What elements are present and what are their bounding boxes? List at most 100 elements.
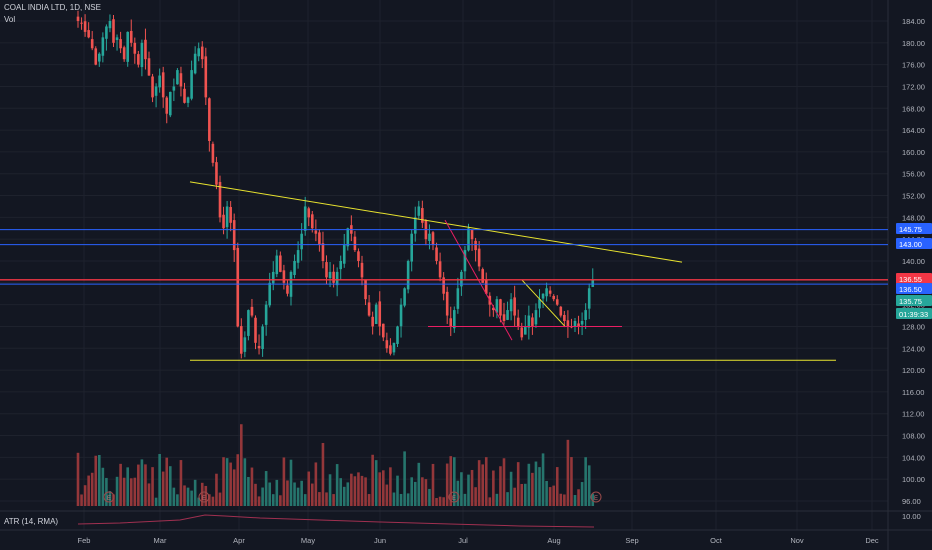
volume-bar bbox=[108, 491, 112, 506]
volume-bar bbox=[190, 490, 193, 506]
price-label: 143.00 bbox=[899, 240, 922, 249]
candle-body bbox=[385, 340, 389, 349]
volume-bar bbox=[222, 457, 225, 506]
candle-body bbox=[101, 37, 105, 56]
candle-body bbox=[200, 46, 204, 60]
volume-bar bbox=[392, 492, 396, 506]
candle-body bbox=[286, 285, 289, 294]
candle-body bbox=[445, 291, 449, 316]
candle-body bbox=[247, 310, 250, 336]
candle-body bbox=[467, 228, 470, 251]
candle-body bbox=[587, 288, 591, 309]
volume-bar bbox=[570, 457, 573, 506]
candle-body bbox=[353, 236, 357, 251]
price-label: 136.50 bbox=[899, 285, 922, 294]
candle-body bbox=[499, 299, 502, 316]
volume-bar bbox=[257, 496, 261, 506]
volume-bar bbox=[282, 457, 286, 506]
volume-bar bbox=[577, 489, 580, 506]
candle-body bbox=[509, 299, 513, 312]
volume-bar bbox=[463, 493, 467, 506]
candle-body bbox=[154, 86, 158, 96]
volume-bar bbox=[229, 462, 232, 506]
candle-body bbox=[176, 70, 179, 85]
candle-body bbox=[516, 317, 520, 327]
volume-bar bbox=[240, 424, 243, 506]
candle-body bbox=[190, 70, 193, 99]
volume-bar bbox=[399, 493, 403, 506]
volume-bar bbox=[396, 475, 399, 506]
y-tick-label: 100.00 bbox=[902, 475, 925, 484]
candle-body bbox=[122, 47, 126, 60]
volume-bar bbox=[147, 483, 151, 506]
candle-body bbox=[222, 214, 225, 229]
volume-bar bbox=[438, 496, 442, 506]
candle-body bbox=[296, 250, 300, 263]
volume-bar bbox=[435, 497, 438, 506]
y-tick-label: 152.00 bbox=[902, 192, 925, 201]
candle-body bbox=[463, 250, 467, 272]
candle-body bbox=[541, 293, 545, 299]
candle-body bbox=[204, 56, 208, 98]
x-tick-label: Dec bbox=[865, 536, 879, 545]
candle-body bbox=[225, 206, 229, 228]
candle-body bbox=[382, 323, 385, 338]
candle-body bbox=[197, 48, 200, 57]
y-tick-label: 168.00 bbox=[902, 104, 925, 113]
candle-body bbox=[254, 317, 257, 343]
volume-bar bbox=[474, 487, 477, 506]
volume-bar bbox=[321, 442, 325, 506]
candle-body bbox=[129, 30, 133, 43]
candle-body bbox=[406, 261, 410, 290]
candle-body bbox=[502, 314, 506, 321]
candle-body bbox=[410, 233, 413, 262]
candle-body bbox=[183, 88, 186, 103]
y-tick-label: 140.00 bbox=[902, 257, 925, 266]
candle-body bbox=[133, 42, 137, 54]
candle-body bbox=[555, 299, 559, 305]
earnings-marker bbox=[103, 491, 115, 503]
resistance-trendline bbox=[189, 181, 683, 263]
volume-bar bbox=[236, 454, 240, 506]
volume-bar bbox=[289, 459, 293, 506]
volume-bar bbox=[293, 482, 296, 506]
volume-bar bbox=[492, 470, 495, 506]
volume-bar bbox=[119, 463, 122, 506]
candle-body bbox=[307, 208, 311, 218]
volume-bar bbox=[318, 492, 321, 506]
volume-bar bbox=[271, 494, 275, 506]
volume-bar bbox=[453, 457, 456, 506]
candle-body bbox=[477, 248, 481, 267]
price-label-bg bbox=[896, 295, 932, 306]
y-tick-label: 124.00 bbox=[902, 344, 925, 353]
y-tick-label: 156.00 bbox=[902, 170, 925, 179]
y-tick-label: 148.00 bbox=[902, 213, 925, 222]
earnings-marker bbox=[590, 491, 602, 503]
volume-bar bbox=[296, 487, 300, 506]
volume-bar bbox=[335, 464, 339, 506]
candle-body bbox=[367, 302, 371, 316]
volume-bar bbox=[264, 471, 268, 506]
volume-bar bbox=[495, 493, 499, 506]
price-label-bg bbox=[896, 273, 932, 284]
earnings-marker bbox=[448, 491, 460, 503]
volume-bar bbox=[183, 485, 186, 506]
candle-body bbox=[303, 206, 307, 231]
volume-bar bbox=[254, 483, 257, 506]
candle-body bbox=[591, 280, 595, 287]
volume-bar bbox=[243, 458, 247, 506]
volume-bar bbox=[94, 455, 98, 506]
candle-body bbox=[584, 310, 587, 320]
volume-bar bbox=[445, 463, 449, 506]
candle-body bbox=[229, 207, 232, 223]
volume-bar bbox=[325, 492, 328, 506]
volume-bar bbox=[332, 494, 335, 506]
candle-body bbox=[563, 314, 566, 321]
volume-bar bbox=[268, 482, 271, 506]
candle-body bbox=[378, 301, 382, 327]
volume-bar bbox=[161, 471, 165, 506]
price-label-bg bbox=[896, 308, 932, 319]
volume-bar bbox=[552, 485, 555, 506]
volume-bar bbox=[279, 495, 282, 506]
